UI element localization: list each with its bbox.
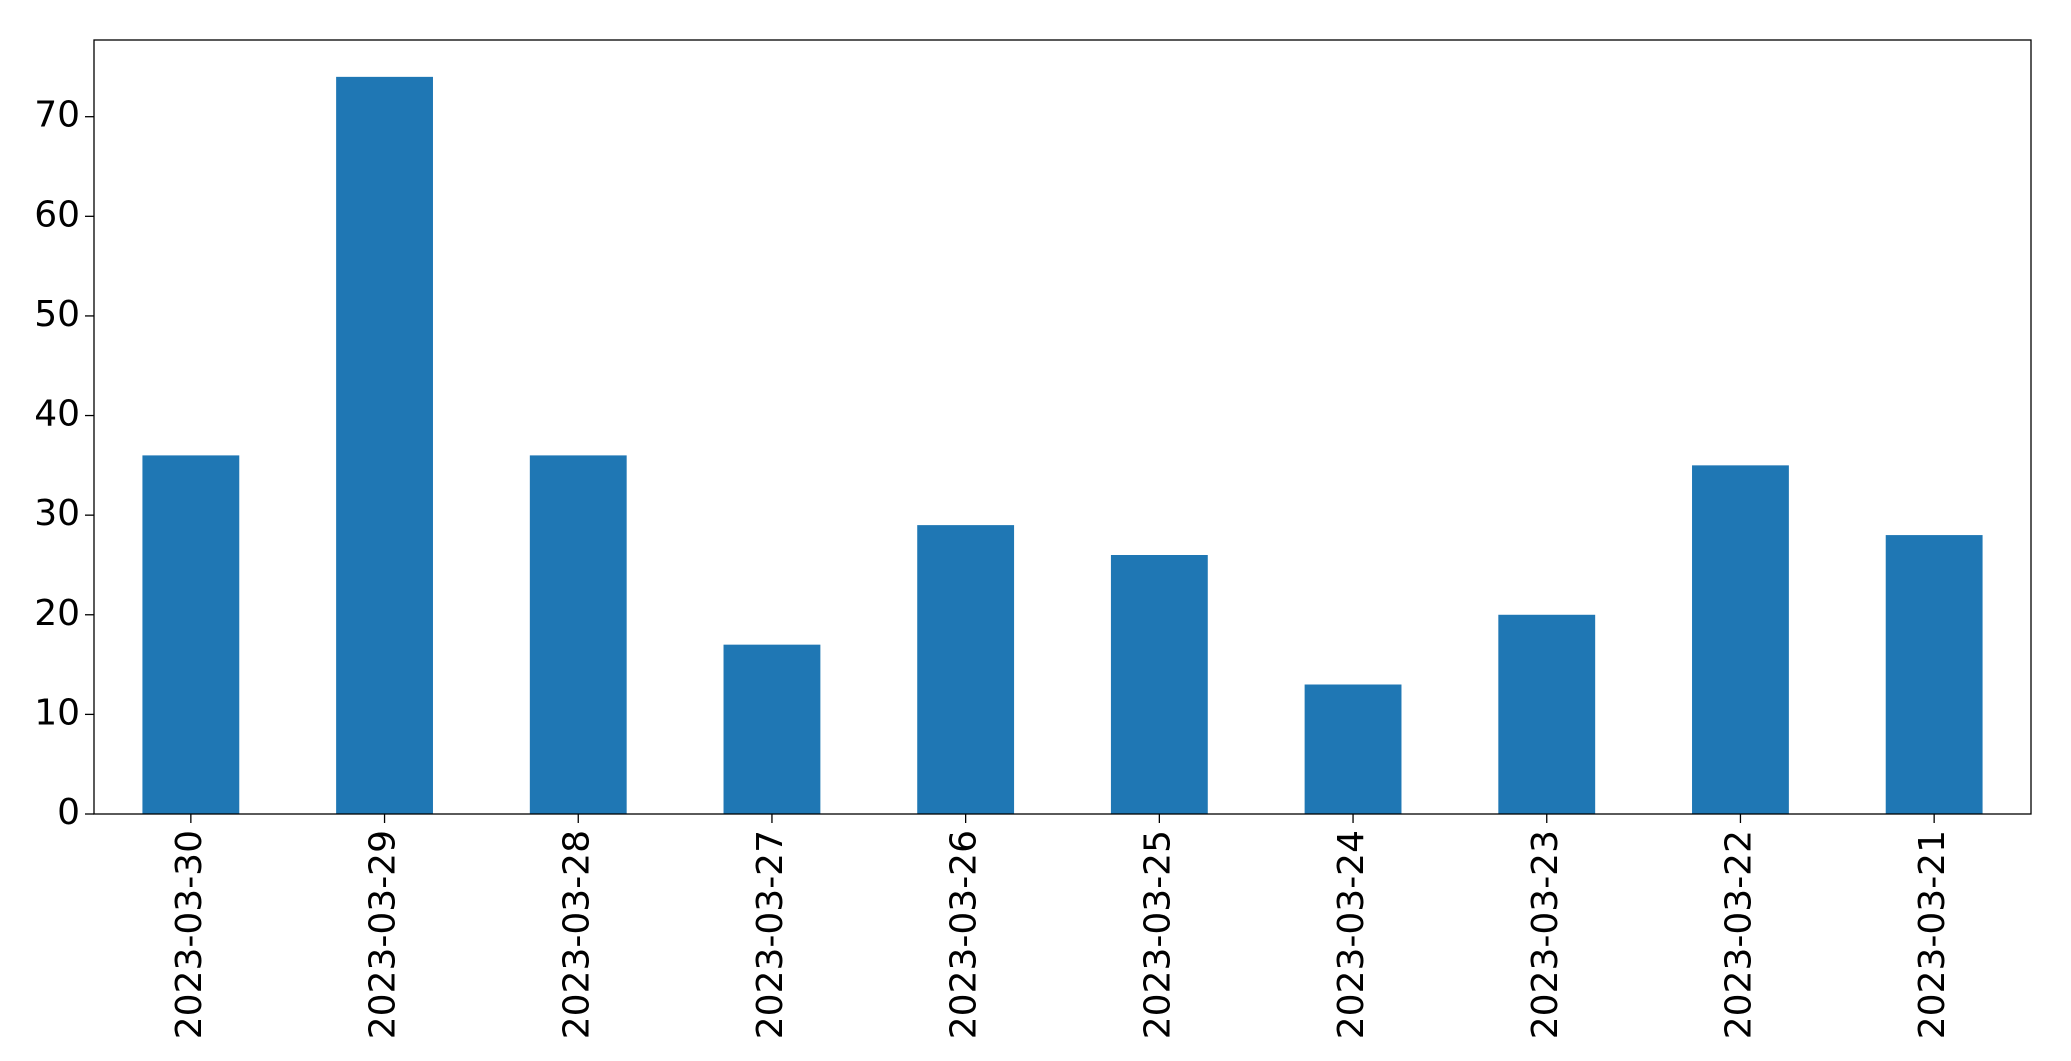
- x-tick-label: 2023-03-28: [556, 830, 597, 1039]
- y-tick-label: 30: [34, 493, 80, 534]
- x-tick-label: 2023-03-22: [1718, 830, 1759, 1039]
- bar: [1498, 614, 1596, 814]
- x-tick-label: 2023-03-25: [1137, 830, 1178, 1039]
- y-tick-label: 20: [34, 593, 80, 634]
- bar: [917, 525, 1015, 814]
- y-tick-label: 10: [34, 692, 80, 733]
- x-tick-label: 2023-03-29: [363, 830, 404, 1039]
- bar: [723, 644, 821, 814]
- x-tick-label: 2023-03-23: [1525, 830, 1566, 1039]
- bar: [1692, 465, 1789, 814]
- bar: [336, 76, 433, 815]
- y-tick-label: 40: [34, 394, 80, 435]
- bar: [1885, 535, 1983, 814]
- y-tick-label: 0: [57, 792, 80, 833]
- x-tick-label: 2023-03-24: [1331, 830, 1372, 1039]
- x-tick-label: 2023-03-21: [1912, 830, 1953, 1039]
- bar: [1304, 684, 1402, 814]
- bar: [142, 455, 240, 814]
- x-tick-label: 2023-03-26: [944, 830, 985, 1039]
- bar: [1110, 555, 1208, 814]
- plot-frame: [93, 39, 2032, 815]
- y-tick-label: 50: [34, 294, 80, 335]
- x-tick-label: 2023-03-30: [169, 830, 210, 1039]
- x-tick-label: 2023-03-27: [750, 830, 791, 1039]
- y-tick-label: 70: [34, 95, 80, 136]
- bar: [529, 455, 627, 814]
- y-tick-label: 60: [34, 194, 80, 235]
